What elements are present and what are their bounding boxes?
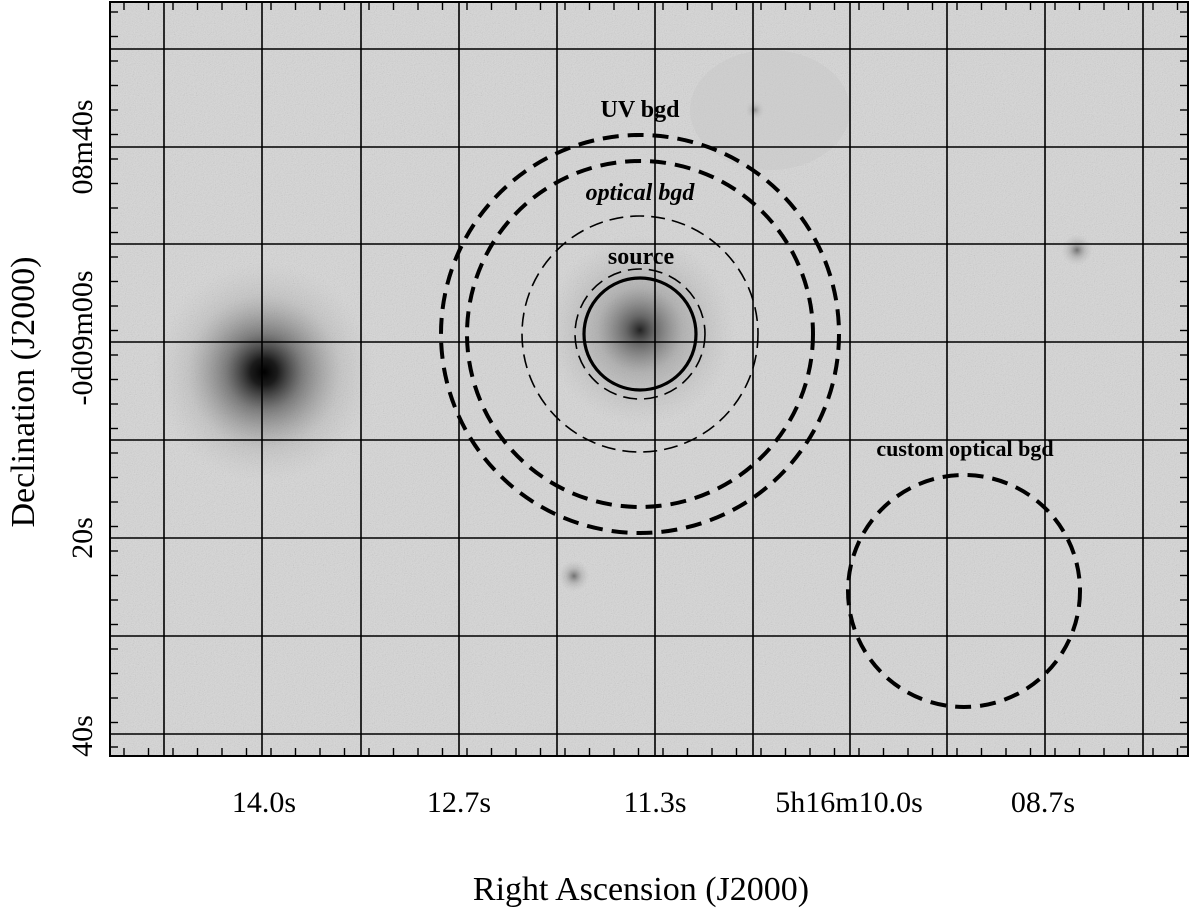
custom-optical-bgd-label: custom optical bgd	[876, 436, 1053, 461]
y-tick-label: 08m40s	[66, 99, 99, 194]
x-tick-label: 5h16m10.0s	[775, 786, 923, 819]
bright-star-left	[154, 262, 374, 482]
optical-bgd-outer-circle	[465, 159, 815, 509]
uv-bgd-inner-circle	[574, 268, 706, 400]
optical-bgd-label: optical bgd	[586, 180, 696, 206]
faint-star-lower	[558, 560, 590, 592]
y-tick-label: -0d09m00s	[66, 271, 99, 406]
faint-star-top	[745, 100, 765, 120]
coordinate-grid	[110, 2, 1188, 756]
uv-bgd-outer-circle	[439, 133, 841, 535]
y-tick-label: 20s	[66, 517, 99, 559]
x-axis-title: Right Ascension (J2000)	[473, 871, 809, 908]
aperture-regions	[439, 133, 1082, 709]
sky-image	[110, 2, 1188, 756]
x-tick-label: 11.3s	[623, 786, 686, 819]
source-aperture-circle	[582, 276, 698, 392]
y-tick-label: 40s	[66, 715, 99, 757]
minor-ticks	[110, 2, 1188, 756]
y-axis-title: Declination (J2000)	[5, 257, 42, 528]
x-tick-label: 08.7s	[1011, 786, 1075, 819]
custom-optical-bgd-circle	[846, 473, 1082, 709]
x-tick-label: 12.7s	[427, 786, 491, 819]
uv-bgd-label: UV bgd	[601, 97, 681, 123]
faint-star-right	[1061, 234, 1093, 266]
x-tick-label: 14.0s	[232, 786, 296, 819]
source-label: source	[608, 244, 675, 270]
diffuse-glow-top	[690, 50, 850, 170]
optical-bgd-inner-circle	[521, 215, 759, 453]
